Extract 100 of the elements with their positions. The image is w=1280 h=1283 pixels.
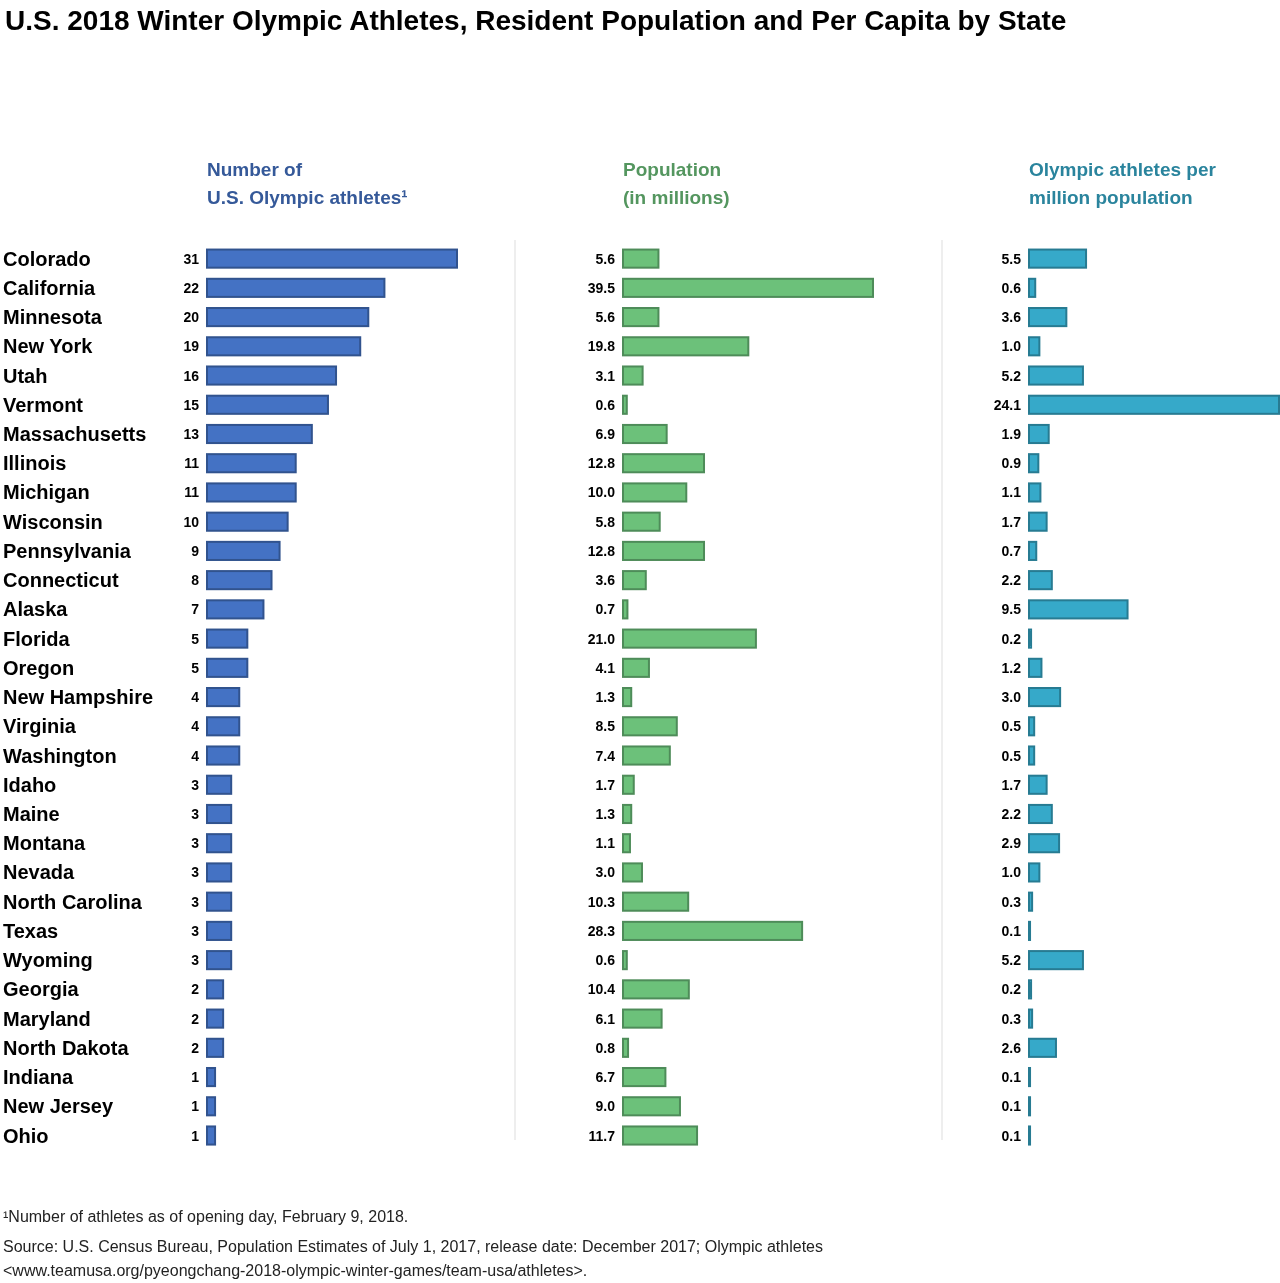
- bar: [206, 950, 233, 971]
- bar: [622, 891, 690, 912]
- y-tick-label: Minnesota: [3, 306, 103, 329]
- y-tick-label: Utah: [3, 364, 48, 387]
- bar: [206, 716, 241, 737]
- bar: [1028, 248, 1088, 269]
- y-tick-label: Vermont: [3, 393, 84, 416]
- bar: [622, 394, 628, 415]
- data-label: 11: [184, 484, 200, 501]
- bar: [622, 745, 671, 766]
- source-note: Source: U.S. Census Bureau, Population Estimates of July 1, 2017, release date: December 2017; Olympic athletes <www.teamusa.org/pyeongchang-2018-olympic-winter-games/team-usa/athletes>.: [3, 1238, 823, 1279]
- bar: [1028, 862, 1041, 883]
- data-label: 3: [191, 835, 200, 852]
- data-label: 6.7: [595, 1069, 616, 1086]
- bar: [206, 277, 386, 298]
- x-axis-title: Population (in millions): [623, 159, 730, 208]
- data-label: 39.5: [587, 279, 616, 296]
- bar: [622, 336, 750, 357]
- y-tick-label: Pennsylvania: [3, 539, 132, 562]
- y-tick-label: North Carolina: [3, 890, 143, 913]
- data-label: 31: [183, 250, 200, 267]
- bar: [206, 745, 241, 766]
- bar: [622, 1096, 681, 1117]
- data-label: 16: [183, 367, 200, 384]
- data-label: 0.8: [595, 1039, 616, 1056]
- data-label: 10.0: [587, 484, 616, 501]
- data-label: 1.0: [1001, 864, 1022, 881]
- data-label: 8.5: [595, 718, 616, 735]
- bar: [206, 833, 233, 854]
- data-label: 10.3: [587, 893, 616, 910]
- bar: [206, 1008, 225, 1029]
- y-tick-label: Maine: [3, 802, 60, 825]
- bar: [206, 307, 370, 328]
- data-label: 2: [191, 981, 200, 998]
- bar: [622, 1037, 630, 1058]
- bar: [1028, 1008, 1034, 1029]
- bar: [622, 1066, 667, 1088]
- y-tick-label: Ohio: [3, 1124, 49, 1147]
- data-label: 3: [191, 776, 200, 793]
- y-tick-label: North Dakota: [3, 1036, 130, 1059]
- data-label: 3.6: [1001, 309, 1022, 326]
- bar: [1028, 833, 1061, 854]
- data-label: 12.8: [587, 455, 616, 472]
- bar: [206, 248, 458, 269]
- bar: [206, 365, 338, 386]
- data-label: 7: [191, 601, 200, 618]
- data-label: 4: [191, 718, 200, 735]
- data-label: 0.3: [1001, 893, 1022, 910]
- bar: [206, 1066, 217, 1088]
- y-tick-label: Washington: [3, 744, 117, 767]
- bar: [206, 540, 281, 561]
- data-label: 1.3: [595, 805, 616, 822]
- data-label: 1.2: [1001, 659, 1022, 676]
- bar: [622, 248, 660, 269]
- x-axis-title: Olympic athletes per million population: [1029, 159, 1217, 208]
- data-label: 1.1: [595, 835, 616, 852]
- bar: [1028, 307, 1068, 328]
- bar: [622, 277, 874, 298]
- y-tick-label: Alaska: [3, 598, 69, 621]
- bar: [1028, 774, 1048, 795]
- bar: [622, 540, 706, 561]
- y-tick-label: Idaho: [3, 773, 57, 796]
- data-label: 3: [191, 864, 200, 881]
- data-label: 0.2: [1001, 981, 1022, 998]
- bar: [1028, 511, 1048, 532]
- data-label: 4.1: [595, 659, 616, 676]
- data-label: 24.1: [993, 396, 1022, 413]
- y-tick-label: Texas: [3, 919, 59, 942]
- y-tick-label: California: [3, 276, 97, 299]
- bar: [206, 394, 329, 415]
- y-tick-label: Connecticut: [3, 569, 119, 592]
- y-tick-label: Virginia: [3, 715, 77, 738]
- bar: [622, 657, 650, 678]
- bar: [622, 453, 706, 474]
- data-label: 5.2: [1001, 952, 1022, 969]
- bar: [206, 482, 297, 503]
- bar: [622, 599, 629, 620]
- bar: [206, 599, 265, 620]
- bar: [1028, 657, 1043, 678]
- data-label: 5.6: [595, 250, 616, 267]
- bar: [206, 657, 249, 678]
- data-label: 0.5: [1001, 718, 1022, 735]
- data-label: 2.2: [1001, 572, 1022, 589]
- data-label: 5.6: [595, 309, 616, 326]
- bar: [1028, 365, 1084, 386]
- bar: [206, 803, 233, 825]
- data-label: 1: [191, 1127, 200, 1144]
- data-label: 1.0: [1001, 338, 1022, 355]
- bar: [206, 774, 233, 795]
- data-label: 0.1: [1001, 922, 1022, 939]
- y-tick-label: Florida: [3, 627, 71, 650]
- data-label: 6.9: [595, 425, 616, 442]
- data-label: 1: [191, 1069, 200, 1086]
- bar: [622, 365, 644, 386]
- data-label: 0.2: [1001, 630, 1022, 647]
- data-label: 0.3: [1001, 1010, 1022, 1027]
- data-label: 28.3: [587, 922, 616, 939]
- data-label: 4: [191, 747, 200, 764]
- data-label: 2.2: [1001, 805, 1022, 822]
- bar: [206, 687, 241, 708]
